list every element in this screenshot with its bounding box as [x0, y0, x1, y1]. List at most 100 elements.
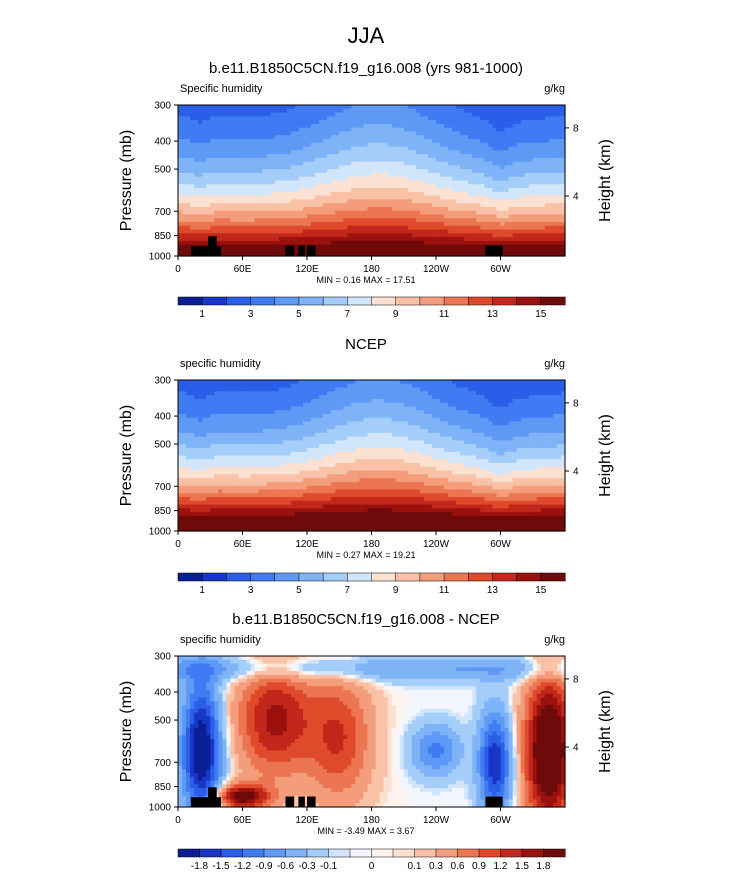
field-cell: [263, 211, 268, 215]
field-cell: [412, 245, 417, 249]
field-cell: [557, 188, 562, 192]
field-cell: [243, 158, 248, 162]
field-cell: [182, 218, 187, 222]
field-cell: [484, 139, 489, 143]
field-cell: [509, 120, 514, 124]
field-cell: [339, 207, 344, 211]
field-cell: [210, 211, 215, 215]
field-cell: [247, 418, 252, 422]
field-cell: [432, 230, 437, 234]
field-cell: [517, 154, 522, 158]
field-cell: [444, 177, 449, 181]
field-cell: [396, 384, 401, 388]
field-cell: [291, 135, 296, 139]
field-cell: [230, 188, 235, 192]
field-cell: [440, 113, 445, 117]
field-cell: [271, 237, 276, 241]
field-cell: [529, 184, 534, 188]
field-cell: [416, 128, 421, 132]
field-cell: [496, 388, 501, 392]
field-cell: [460, 384, 465, 388]
field-cell: [452, 211, 457, 215]
field-cell: [226, 196, 231, 200]
field-cell: [363, 105, 368, 109]
field-cell: [355, 188, 360, 192]
field-cell: [440, 233, 445, 237]
field-cell: [456, 150, 461, 154]
field-cell: [327, 128, 332, 132]
field-cell: [190, 406, 195, 410]
field-cell: [488, 177, 493, 181]
field-cell: [404, 128, 409, 132]
field-cell: [251, 233, 256, 237]
field-cell: [529, 226, 534, 230]
field-cell: [420, 154, 425, 158]
field-cell: [537, 214, 542, 218]
field-cell: [416, 222, 421, 226]
field-cell: [279, 233, 284, 237]
field-cell: [376, 135, 381, 139]
field-cell: [505, 169, 510, 173]
field-cell: [484, 109, 489, 113]
field-cell: [335, 181, 340, 185]
field-cell: [355, 177, 360, 181]
field-cell: [263, 173, 268, 177]
field-cell: [549, 128, 554, 132]
field-cell: [327, 124, 332, 128]
field-cell: [263, 124, 268, 128]
field-cell: [549, 414, 554, 418]
field-cell: [557, 395, 562, 399]
field-cell: [186, 388, 191, 392]
field-cell: [287, 241, 292, 245]
field-cell: [323, 214, 328, 218]
field-cell: [533, 154, 538, 158]
field-cell: [247, 135, 252, 139]
field-cell: [557, 154, 562, 158]
field-cell: [396, 241, 401, 245]
field-cell: [238, 384, 243, 388]
field-cell: [412, 154, 417, 158]
field-cell: [335, 131, 340, 135]
field-cell: [404, 248, 409, 252]
field-cell: [355, 241, 360, 245]
field-cell: [190, 203, 195, 207]
field-cell: [428, 222, 433, 226]
field-cell: [452, 399, 457, 403]
field-cell: [521, 128, 526, 132]
field-cell: [444, 188, 449, 192]
contour-field: [178, 105, 566, 257]
field-cell: [251, 128, 256, 132]
field-cell: [456, 380, 461, 384]
field-cell: [557, 214, 562, 218]
field-cell: [230, 120, 235, 124]
field-cell: [420, 169, 425, 173]
field-cell: [496, 131, 501, 135]
field-cell: [408, 109, 413, 113]
field-cell: [525, 245, 530, 249]
field-cell: [359, 188, 364, 192]
field-cell: [226, 222, 231, 226]
field-cell: [464, 196, 469, 200]
field-cell: [428, 177, 433, 181]
field-cell: [521, 188, 526, 192]
colorbar-swatch: [517, 297, 541, 305]
field-cell: [234, 162, 239, 166]
field-cell: [243, 147, 248, 151]
field-cell: [363, 414, 368, 418]
field-cell: [279, 192, 284, 196]
field-cell: [492, 165, 497, 169]
field-cell: [234, 105, 239, 109]
field-cell: [247, 181, 252, 185]
field-cell: [472, 248, 477, 252]
colorbar-label: 7: [345, 309, 351, 320]
field-cell: [255, 214, 260, 218]
field-cell: [343, 418, 348, 422]
field-cell: [553, 410, 558, 414]
field-cell: [247, 139, 252, 143]
field-cell: [408, 237, 413, 241]
field-cell: [501, 199, 506, 203]
field-cell: [319, 165, 324, 169]
field-cell: [400, 403, 405, 407]
field-cell: [327, 218, 332, 222]
field-cell: [222, 158, 227, 162]
